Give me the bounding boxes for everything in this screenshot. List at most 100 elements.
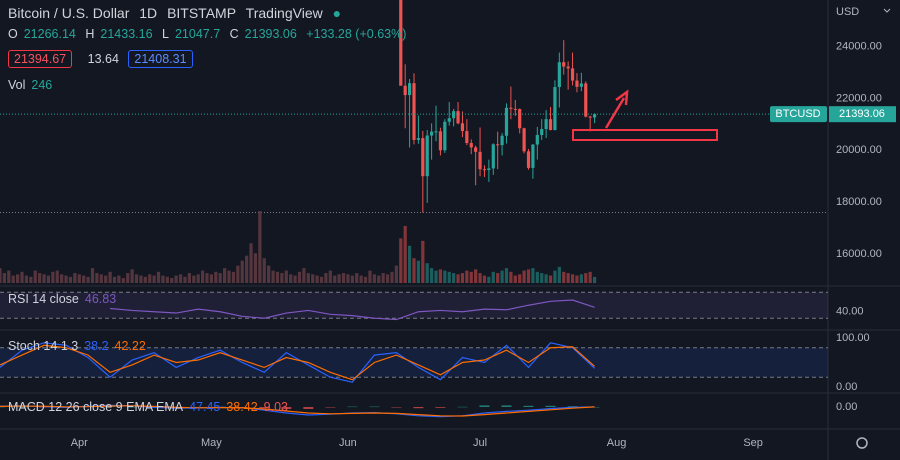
volume-bar: [584, 273, 588, 283]
volume-bar: [112, 276, 117, 283]
macd-histogram-bar: [479, 405, 490, 407]
candle-body: [412, 83, 416, 140]
candle-body: [496, 144, 500, 146]
volume-bar: [68, 276, 73, 283]
trade-legend: 21394.67 13.64 21408.31: [8, 50, 199, 68]
candle-body: [584, 83, 588, 117]
volume-bar: [460, 273, 465, 283]
volume-bar: [178, 274, 183, 283]
volume-bar: [421, 240, 425, 283]
volume-bar: [117, 275, 121, 283]
close: 21393.06: [244, 27, 297, 41]
ohlc-label: L: [162, 27, 169, 41]
volume-bar: [465, 270, 469, 283]
volume-bar: [218, 273, 222, 283]
candle-body: [487, 168, 491, 170]
volume-bar: [522, 270, 526, 283]
macd-histogram-bar: [391, 407, 402, 408]
volume-bar: [487, 276, 491, 283]
volume-bar: [430, 268, 434, 283]
volume-bar: [324, 273, 328, 283]
volume-bar: [377, 275, 381, 283]
volume-bar: [553, 270, 557, 283]
volume-bar: [284, 270, 288, 283]
volume-bar: [302, 268, 306, 283]
stoch-d: 42.22: [114, 339, 146, 353]
volume-bar: [575, 275, 579, 283]
volume-bar: [491, 271, 495, 283]
high: 21433.16: [100, 27, 153, 41]
volume-bar: [64, 275, 68, 283]
volume-bar: [474, 269, 478, 283]
candle-body: [425, 135, 429, 177]
volume-bar: [275, 271, 280, 283]
volume-bar: [174, 275, 178, 283]
candle-body: [460, 123, 465, 132]
x-tick-label: May: [201, 437, 222, 449]
macd-histogram-bar: [281, 407, 292, 409]
volume-bar: [104, 275, 108, 283]
status-dot: ●: [332, 5, 342, 21]
y-tick-label: 16000.00: [836, 248, 882, 260]
sell-price[interactable]: 21394.67: [8, 50, 73, 68]
volume-bar: [518, 274, 522, 283]
volume-bar: [570, 274, 575, 283]
macd-value: 47.45: [189, 400, 221, 414]
volume-bar: [200, 270, 205, 283]
candle-body: [465, 131, 469, 144]
macd-histogram-bar: [17, 406, 28, 408]
stoch-line: [0, 342, 595, 383]
symbol-tag-bg: [770, 106, 827, 123]
volume-bar: [443, 270, 447, 283]
histogram-value: 9.03: [263, 400, 288, 414]
volume-bar: [368, 270, 372, 283]
y-tick-label: 40.00: [836, 306, 864, 318]
volume-bar: [535, 271, 539, 283]
macd-histogram-bar: [303, 407, 314, 409]
volume-bar: [500, 270, 504, 283]
macd-histogram-bar: [39, 407, 50, 408]
volume-bar: [319, 276, 324, 283]
volume-bar: [447, 271, 451, 283]
volume-bar: [579, 274, 583, 283]
volume-bar: [108, 271, 112, 283]
candle-body: [522, 128, 526, 152]
volume-bar: [161, 275, 165, 283]
volume-bar: [496, 273, 500, 283]
volume-bar: [55, 270, 59, 283]
candle-body: [447, 118, 451, 122]
chevron[interactable]: [883, 8, 891, 13]
volume-bar: [130, 269, 134, 283]
volume-bar: [143, 276, 147, 283]
volume-bar: [7, 270, 11, 283]
volume-bar: [469, 271, 473, 283]
y-tick-label: 24000.00: [836, 41, 882, 53]
y-tick-label: 18000.00: [836, 196, 882, 208]
volume-bar: [504, 268, 509, 283]
buy-price[interactable]: 21408.31: [128, 50, 193, 68]
candle-body: [399, 0, 403, 86]
volume-bar: [566, 273, 570, 283]
settings-icon[interactable]: [856, 437, 868, 449]
candle-body: [513, 108, 517, 110]
annotation-arrow: [604, 89, 629, 129]
volume-bar: [86, 276, 90, 283]
volume-bar: [509, 271, 513, 283]
volume-bar: [280, 273, 284, 283]
macd-histogram-bar: [325, 407, 336, 408]
candle-body: [562, 62, 566, 67]
macd-histogram-bar: [523, 405, 534, 407]
last-price-label: 21393.06: [839, 108, 885, 120]
volume-bar: [407, 245, 412, 283]
volume-label: Vol: [8, 78, 26, 92]
volume-bar: [258, 211, 262, 283]
candle-body: [575, 80, 579, 87]
volume-bar: [139, 275, 143, 283]
volume-bar: [355, 273, 359, 283]
y-tick-label: 20000.00: [836, 144, 882, 156]
volume-bar: [240, 260, 244, 283]
stoch-k: 38.2: [84, 339, 109, 353]
candle-body: [579, 83, 583, 87]
